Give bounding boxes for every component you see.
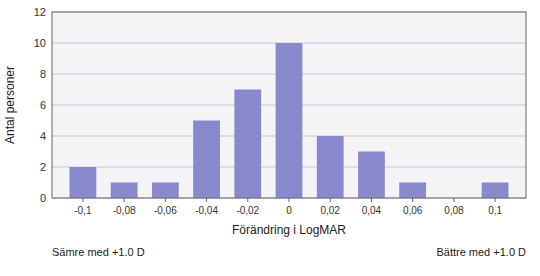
x-tick-label: 0,04 bbox=[362, 205, 382, 216]
y-tick-label: 12 bbox=[34, 6, 46, 18]
bar bbox=[193, 121, 220, 199]
x-tick bbox=[165, 198, 166, 202]
x-tick-label: 0,02 bbox=[320, 205, 340, 216]
x-tick-label: -0,08 bbox=[113, 205, 136, 216]
x-axis-label: Förändring i LogMAR bbox=[232, 223, 346, 237]
x-tick bbox=[371, 198, 372, 202]
y-tick-label: 10 bbox=[34, 37, 46, 49]
x-tick bbox=[453, 198, 454, 202]
x-tick bbox=[412, 198, 413, 202]
y-axis-label: Antal personer bbox=[3, 66, 17, 144]
x-tick-label: -0,06 bbox=[154, 205, 177, 216]
bar bbox=[70, 167, 97, 198]
x-tick-label: 0,1 bbox=[488, 205, 502, 216]
x-tick-label: 0,08 bbox=[444, 205, 464, 216]
y-axis: 0 2 4 6 8 10 12 bbox=[34, 6, 526, 204]
x-tick-label: -0,1 bbox=[74, 205, 92, 216]
y-tick-label: 2 bbox=[40, 161, 46, 173]
bars bbox=[70, 43, 509, 198]
plot-area bbox=[52, 12, 526, 198]
y-tick-label: 0 bbox=[40, 192, 46, 204]
x-tick bbox=[289, 198, 290, 202]
annotation: Bättre med +1.0 D bbox=[436, 246, 526, 258]
x-tick bbox=[495, 198, 496, 202]
bar bbox=[399, 183, 426, 199]
plot-frame bbox=[52, 12, 526, 198]
bar bbox=[276, 43, 303, 198]
x-tick-label: -0,04 bbox=[195, 205, 218, 216]
x-tick bbox=[206, 198, 207, 202]
chart: 0 2 4 6 8 10 12 -0,1 -0,08 -0,06 -0,04 -0,02 0 0,02 0,… bbox=[0, 0, 540, 276]
y-tick-label: 6 bbox=[40, 99, 46, 111]
bar bbox=[152, 183, 179, 199]
bar bbox=[482, 183, 509, 199]
annotation: Sämre med +1.0 D bbox=[52, 246, 145, 258]
x-tick bbox=[82, 198, 83, 202]
x-tick bbox=[247, 198, 248, 202]
x-tick-label: -0,02 bbox=[236, 205, 259, 216]
y-tick-label: 4 bbox=[40, 130, 46, 142]
bar bbox=[358, 152, 385, 199]
bar bbox=[111, 183, 138, 199]
x-tick-label: 0,06 bbox=[403, 205, 423, 216]
x-axis: -0,1 -0,08 -0,06 -0,04 -0,02 0 0,02 0,04 0,06 0,0… bbox=[74, 198, 502, 216]
x-tick bbox=[124, 198, 125, 202]
x-tick-label: 0 bbox=[286, 205, 292, 216]
y-tick-label: 8 bbox=[40, 68, 46, 80]
bar bbox=[234, 90, 261, 199]
bar bbox=[317, 136, 344, 198]
x-tick bbox=[330, 198, 331, 202]
